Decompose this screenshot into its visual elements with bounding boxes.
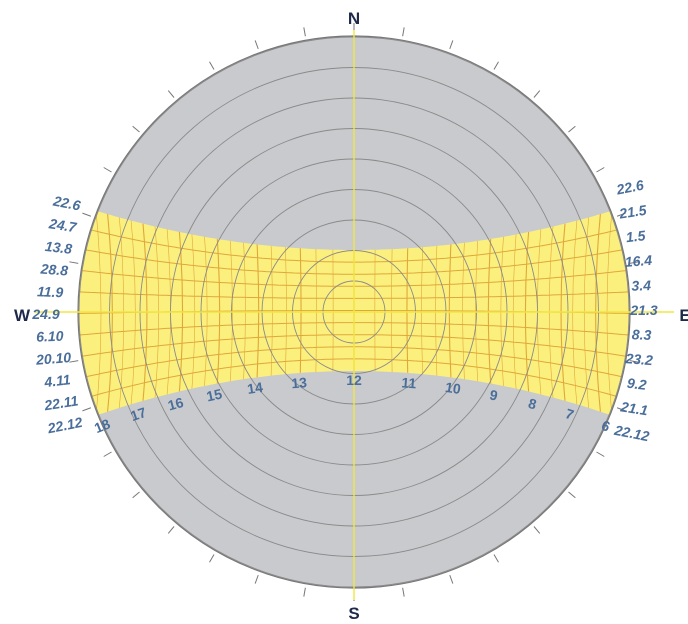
hour-line [391, 249, 393, 373]
hour-line [285, 247, 287, 375]
right-date-label: 22.6 [614, 177, 645, 198]
azimuth-tick [596, 167, 605, 173]
azimuth-tick [402, 587, 405, 597]
right-date-label: 3.4 [631, 277, 651, 294]
hour-line [315, 249, 317, 373]
azimuth-tick [568, 491, 576, 499]
azimuth-tick [103, 451, 112, 457]
azimuth-tick [103, 167, 112, 173]
azimuth-tick [254, 40, 259, 50]
hour-label: 13 [291, 374, 308, 391]
hour-line [270, 245, 273, 376]
azimuth-tick [616, 212, 626, 217]
left-date-label: 20.10 [35, 349, 72, 368]
azimuth-tick [303, 587, 306, 597]
right-date-label: 21.1 [619, 398, 650, 418]
azimuth-tick [69, 261, 79, 264]
azimuth-tick [449, 574, 454, 584]
azimuth-tick [568, 125, 576, 133]
azimuth-tick [493, 61, 499, 70]
azimuth-tick [533, 90, 541, 98]
azimuth-tick [132, 491, 140, 499]
right-date-label: 9.2 [626, 375, 647, 393]
azimuth-tick [209, 554, 215, 563]
left-date-label: 24.7 [47, 215, 79, 235]
left-date-label: 22.6 [51, 192, 82, 213]
hour-line [406, 248, 409, 373]
hour-label: 11 [401, 374, 417, 391]
left-date-label: 22.12 [45, 414, 84, 437]
azimuth-tick [303, 27, 306, 37]
azimuth-tick [167, 90, 175, 98]
hour-line [421, 247, 423, 375]
hour-line [256, 244, 260, 378]
hour-line [107, 214, 113, 412]
azimuth-tick [449, 40, 454, 50]
hour-line [595, 214, 601, 412]
azimuth-tick [82, 212, 92, 217]
south-label: S [348, 604, 359, 623]
hour-label: 9 [488, 386, 499, 403]
left-date-label: 22.11 [42, 392, 79, 413]
hour-line [299, 248, 302, 373]
left-date-label: 13.8 [44, 238, 73, 257]
left-date-label: 24.9 [31, 306, 59, 322]
north-label: N [348, 9, 360, 28]
azimuth-tick [82, 407, 92, 412]
azimuth-tick [209, 61, 215, 70]
azimuth-tick [616, 407, 626, 412]
hour-label: 15 [205, 386, 224, 405]
compass-axes [34, 30, 674, 600]
left-date-label: 4.11 [42, 371, 71, 390]
hour-label: 16 [166, 394, 185, 414]
left-date-label: 28.8 [39, 261, 69, 279]
west-label: W [14, 306, 31, 325]
right-date-label: 23.2 [624, 350, 654, 368]
azimuth-tick [629, 360, 639, 363]
hour-line [95, 210, 102, 416]
hour-label: 8 [527, 395, 539, 413]
hour-label: 17 [128, 404, 148, 424]
right-date-label: 22.12 [612, 422, 651, 445]
hour-line [448, 244, 452, 378]
left-date-label: 11.9 [37, 283, 64, 300]
left-date-labels: 22.624.7 13.8 28.8 11.9 24.9 6.10 20.10 4.11 22.… [31, 192, 84, 436]
azimuth-tick [596, 451, 605, 457]
right-date-label: 21.3 [629, 302, 657, 318]
left-date-label: 6.10 [36, 328, 64, 345]
azimuth-tick [533, 526, 541, 534]
azimuth-tick [493, 554, 499, 563]
azimuth-tick [629, 261, 639, 264]
azimuth-tick [167, 526, 175, 534]
right-date-label: 16.4 [624, 252, 653, 270]
azimuth-tick [69, 360, 79, 363]
right-date-label: 1.5 [625, 227, 646, 245]
hour-line [475, 240, 478, 382]
right-date-label: 21.5 [617, 202, 648, 222]
azimuth-tick [132, 125, 140, 133]
hour-label: 18 [92, 415, 113, 436]
hour-line [487, 238, 492, 384]
hour-line [216, 238, 221, 384]
azimuth-tick [254, 574, 259, 584]
right-date-labels: 22.6 21.5 1.5 16.4 3.4 21.3 8.3 23.2 9.2 21.1 22.1… [612, 177, 658, 445]
hour-line [606, 210, 613, 416]
hour-line [435, 245, 438, 376]
hour-label: 12 [346, 372, 362, 388]
hour-label: 10 [444, 379, 462, 397]
azimuth-tick [402, 27, 405, 37]
east-label: E [679, 306, 688, 325]
right-date-label: 8.3 [632, 326, 652, 343]
hour-label: 14 [246, 379, 264, 397]
hour-line [230, 240, 233, 382]
